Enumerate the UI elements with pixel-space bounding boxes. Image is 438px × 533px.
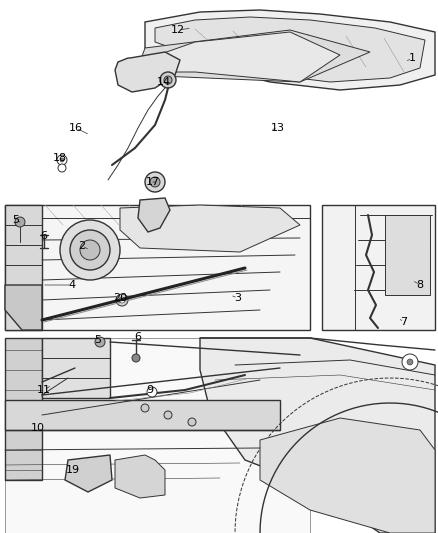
Text: 5: 5 [13, 215, 20, 225]
Text: 6: 6 [40, 231, 47, 241]
Polygon shape [5, 285, 42, 330]
Circle shape [147, 387, 157, 397]
Polygon shape [115, 455, 165, 498]
Text: 19: 19 [66, 465, 80, 475]
Polygon shape [138, 198, 170, 232]
Polygon shape [120, 205, 300, 252]
Polygon shape [115, 52, 180, 92]
Circle shape [402, 354, 418, 370]
Polygon shape [140, 30, 370, 82]
Text: 18: 18 [53, 153, 67, 163]
Circle shape [57, 155, 67, 165]
Polygon shape [385, 215, 430, 295]
Text: 7: 7 [400, 317, 408, 327]
Text: 9: 9 [146, 385, 154, 395]
Circle shape [141, 404, 149, 412]
Polygon shape [322, 205, 435, 330]
Polygon shape [5, 338, 42, 480]
Circle shape [160, 72, 176, 88]
Circle shape [132, 354, 140, 362]
Text: 10: 10 [31, 423, 45, 433]
Text: 14: 14 [157, 77, 171, 87]
Text: 17: 17 [146, 177, 160, 187]
Circle shape [164, 76, 172, 84]
Text: 2: 2 [78, 241, 85, 251]
Circle shape [150, 177, 160, 187]
Text: 13: 13 [271, 123, 285, 133]
Circle shape [145, 172, 165, 192]
Polygon shape [5, 338, 310, 533]
Circle shape [58, 164, 66, 172]
Circle shape [95, 337, 105, 347]
Circle shape [15, 217, 25, 227]
Polygon shape [5, 205, 310, 330]
Polygon shape [5, 205, 42, 330]
Polygon shape [138, 32, 340, 82]
Text: 20: 20 [113, 293, 127, 303]
Circle shape [116, 294, 128, 306]
Circle shape [119, 297, 125, 303]
Circle shape [60, 158, 64, 162]
Text: 16: 16 [69, 123, 83, 133]
Text: 6: 6 [134, 332, 141, 342]
Text: 3: 3 [234, 293, 241, 303]
Polygon shape [155, 17, 425, 82]
Polygon shape [200, 338, 435, 533]
Polygon shape [145, 10, 435, 90]
Text: 8: 8 [417, 280, 424, 290]
Circle shape [80, 240, 100, 260]
Polygon shape [260, 418, 435, 533]
Text: 11: 11 [37, 385, 51, 395]
Text: 12: 12 [171, 25, 185, 35]
Circle shape [70, 230, 110, 270]
Polygon shape [42, 338, 110, 398]
Circle shape [188, 418, 196, 426]
Text: 4: 4 [68, 280, 76, 290]
Circle shape [407, 359, 413, 365]
Text: 5: 5 [95, 335, 102, 345]
Polygon shape [65, 455, 112, 492]
Circle shape [164, 411, 172, 419]
Text: 1: 1 [409, 53, 416, 63]
Circle shape [60, 220, 120, 280]
Polygon shape [5, 400, 280, 430]
